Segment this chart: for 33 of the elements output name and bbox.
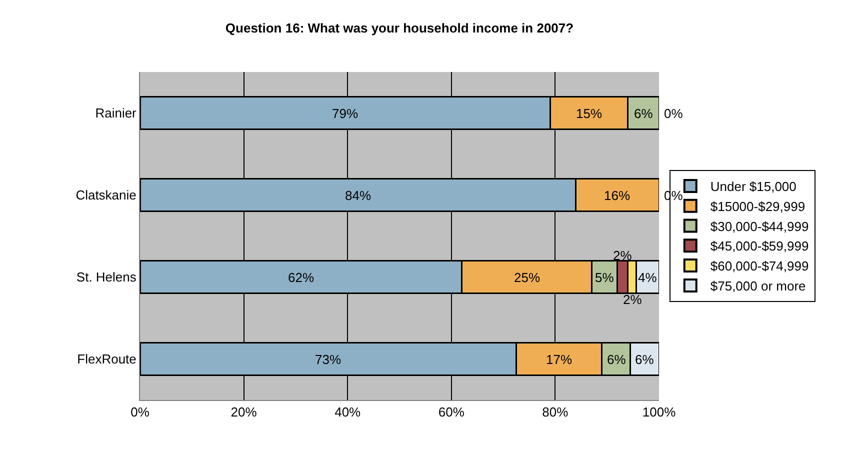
x-tick-label: 100% <box>642 404 676 420</box>
data-label: 4% <box>638 270 658 285</box>
y-tick-label: Rainier <box>95 106 138 121</box>
chart-title: Question 16: What was your household income in 2007? <box>225 20 574 36</box>
data-label: 6% <box>634 106 654 121</box>
legend-label: $15000-$29,999 <box>710 198 806 214</box>
data-label: 73% <box>315 352 342 367</box>
data-label: 5% <box>595 270 614 285</box>
data-label: 2% <box>623 292 642 307</box>
data-label: 6% <box>635 352 654 367</box>
legend-label: $75,000 or more <box>710 278 806 294</box>
data-label: 25% <box>514 270 540 285</box>
data-label: 79% <box>332 106 358 121</box>
y-tick-label: Clatskanie <box>76 188 136 203</box>
data-label: 6% <box>607 352 626 367</box>
legend-label: $45,000-$59,999 <box>710 238 809 254</box>
data-label: 16% <box>604 188 630 203</box>
data-label: 17% <box>546 352 572 367</box>
y-tick-label: St. Helens <box>76 270 137 285</box>
legend-label: $30,000-$44,999 <box>710 218 809 234</box>
x-tick-label: 0% <box>130 404 150 420</box>
x-tick-label: 40% <box>334 404 362 420</box>
y-tick-label: FlexRoute <box>77 352 136 367</box>
legend-label: $60,000-$74,999 <box>710 258 809 274</box>
data-label: 15% <box>576 106 602 121</box>
data-label: 62% <box>288 270 314 285</box>
legend-label: Under $15,000 <box>710 179 796 194</box>
x-tick-label: 60% <box>438 404 465 420</box>
data-label: 2% <box>613 248 632 263</box>
data-label: 0% <box>664 106 684 121</box>
data-label: 84% <box>345 188 372 203</box>
x-tick-label: 80% <box>542 404 569 420</box>
x-tick-label: 20% <box>230 404 258 420</box>
